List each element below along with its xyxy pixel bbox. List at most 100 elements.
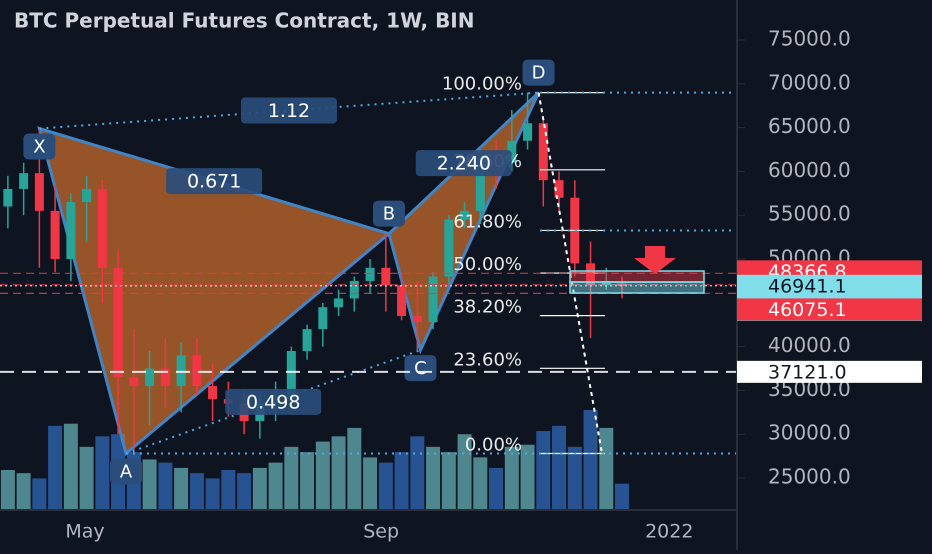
candle-body [82,188,92,203]
volume-bar [583,410,598,510]
y-tick-label: 60000.0 [768,158,851,182]
volume-bar [520,444,535,510]
candle-body [129,377,139,387]
candle-body [34,173,44,211]
fib-label: 50.00% [453,254,522,275]
ratio-box [240,97,337,124]
candle-body [50,210,60,260]
candle-body [66,202,76,260]
fib-label: 0.00% [465,434,522,455]
point-label: A [120,461,133,482]
volume-bar [504,446,519,510]
volume-bar [252,467,267,510]
candle-body [428,276,438,323]
price-label-box [737,298,922,321]
volume-bar [237,473,252,510]
price-label-box [737,360,922,383]
y-tick-label: 55000.0 [768,202,851,226]
price-label: 46075.1 [768,299,847,321]
candle-body [586,263,596,286]
ratio-label: 1.12 [268,100,310,122]
chart-title: BTC Perpetual Futures Contract, 1W, BIN [14,9,475,33]
fib-label: 23.60% [453,349,522,370]
volume-bar [48,425,63,510]
x-tick-label: May [65,521,104,543]
volume-bar [79,446,94,510]
volume-bar [426,446,441,510]
ratio-box [415,150,512,177]
volume-bar [599,427,614,510]
point-label: X [33,137,45,158]
volume-bar [268,462,283,510]
y-tick-label: 65000.0 [768,114,851,138]
candle-body [302,329,312,352]
volume-bar [32,478,47,510]
volume-bar [441,452,456,510]
ratio-label: 0.498 [246,391,300,413]
price-label: 46941.1 [768,275,847,297]
candle-body [617,283,627,286]
candle-body [113,267,123,378]
volume-bar [300,452,315,510]
target-box-bottom [569,281,705,294]
volume-bar [95,436,110,510]
volume-bar [284,446,299,510]
ratio-label: 2.240 [437,153,491,175]
volume-bar [457,434,472,510]
candle-body [145,368,155,387]
point-label: C [414,358,427,379]
x-tick-label: Sep [363,521,399,543]
point-box [372,200,405,227]
fib-label: 38.20% [453,297,522,318]
volume-bar [16,473,31,510]
candle-body [444,219,454,277]
volume-bar [347,427,362,510]
candle-body [3,188,13,207]
volume-bar [536,431,551,510]
x-tick-label: 2022 [645,521,693,543]
candle-body [523,123,533,141]
candle-body [475,158,485,211]
candle-body [601,280,611,286]
projection-line [537,92,603,454]
candle-body [286,351,296,400]
volume-bar [410,436,425,510]
candle-body [334,298,344,308]
ratio-label: 0.671 [187,171,241,193]
candle-body [460,210,470,220]
volume-bar [363,457,378,510]
signal-arrow [634,246,676,274]
candle-body [365,267,375,281]
candle-body [412,315,422,323]
volume-bar [378,462,393,510]
volume-bar [221,470,236,510]
candle-body [318,307,328,330]
fib-label: 61.80% [453,211,522,232]
point-box [522,59,555,86]
volume-bar [63,423,78,510]
point-box [109,458,142,485]
volume-bar [615,483,630,510]
volume-bar [552,425,567,510]
point-label: D [532,63,546,84]
y-tick-label: 25000.0 [768,465,851,489]
volume-bar [315,441,330,510]
volume-bar [473,457,488,510]
candle-body [97,188,107,268]
volume-bar [331,436,346,510]
volume-bar [158,462,173,510]
price-label: 37121.0 [768,361,847,383]
volume-bar [567,446,582,510]
candle-body [176,355,186,387]
y-tick-label: 30000.0 [768,421,851,445]
volume-bar [0,470,15,510]
ratio-box [166,168,263,195]
candle-body [538,123,548,181]
ratio-box [225,388,322,415]
y-tick-label: 70000.0 [768,70,851,94]
point-label: B [383,204,395,225]
volume-bar [489,467,504,510]
candle-body [19,173,29,189]
